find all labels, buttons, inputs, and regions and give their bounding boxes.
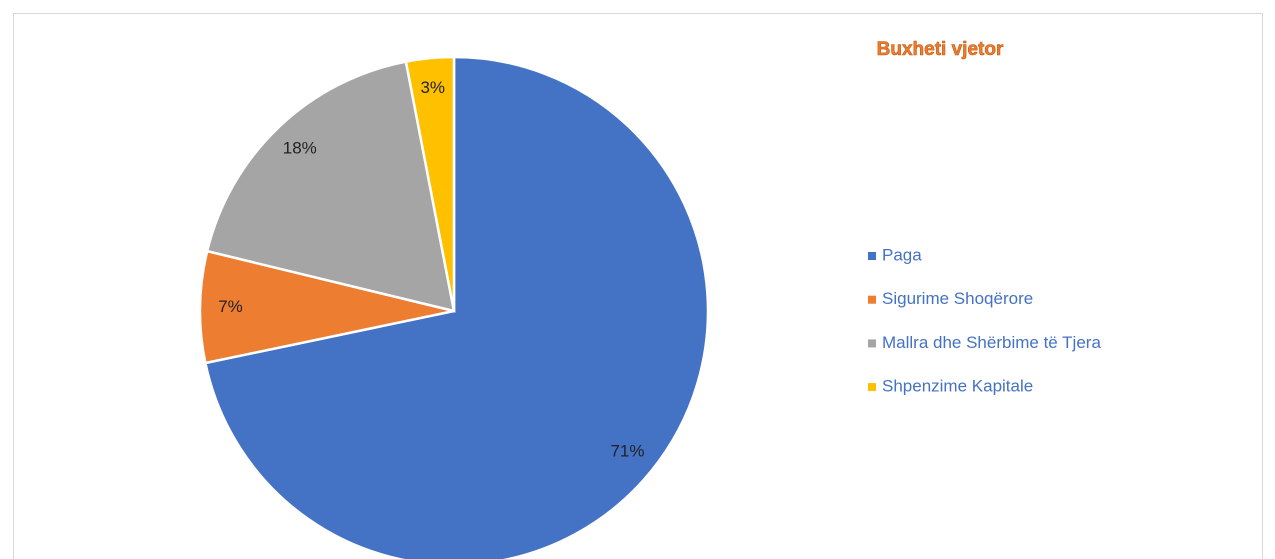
pie-slice <box>404 55 456 312</box>
legend-label: Mallra dhe Shërbime të Tjera <box>882 333 1101 352</box>
legend-label: Paga <box>882 245 922 264</box>
data-label: 7% <box>218 297 243 316</box>
chart-title: Buxheti vjetor <box>877 39 1004 60</box>
legend-swatch <box>868 383 876 392</box>
data-label: 71% <box>610 441 644 460</box>
pie-slice <box>198 249 455 365</box>
data-label: 18% <box>283 139 317 158</box>
legend-label: Shpenzime Kapitale <box>882 377 1033 396</box>
legend-label: Sigurime Shoqërore <box>882 289 1033 308</box>
data-label: 3% <box>420 78 445 97</box>
pie-slice <box>203 55 710 559</box>
legend-swatch <box>868 295 876 304</box>
legend-swatch <box>868 252 876 260</box>
pie-slice <box>205 60 456 313</box>
legend-swatch <box>868 339 876 348</box>
